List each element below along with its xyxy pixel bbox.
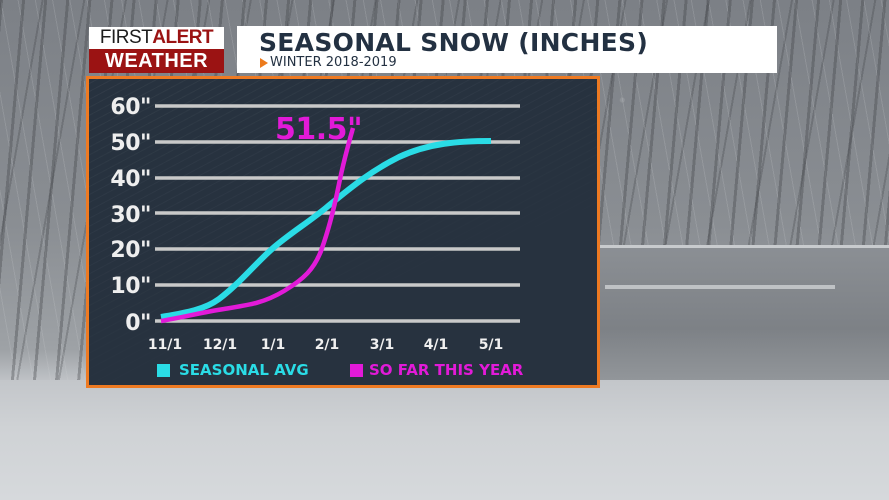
y-tick-label: 50" — [110, 131, 151, 156]
legend-label: SEASONAL AVG — [179, 361, 309, 379]
logo-weather: WEATHER — [89, 49, 224, 73]
x-tick-label: 2/1 — [314, 337, 340, 353]
y-tick-label: 20" — [110, 238, 151, 263]
logo-first: FIRST — [99, 27, 153, 48]
x-tick-label: 3/1 — [369, 337, 395, 353]
y-tick-label: 40" — [110, 167, 151, 192]
roof-edge — [605, 285, 835, 289]
x-tick-label: 11/1 — [147, 337, 183, 353]
legend-item-so-far-this-year: SO FAR THIS YEAR — [350, 361, 523, 379]
chart-title: SEASONAL SNOW (INCHES) — [259, 28, 649, 57]
seasonal-avg-line — [160, 138, 492, 320]
first-alert-weather-logo: FIRST ALERT WEATHER — [89, 27, 224, 74]
total-annotation: 51.5" — [275, 112, 363, 147]
x-tick-label: 5/1 — [478, 337, 504, 353]
snow-field — [0, 380, 889, 500]
legend-label: SO FAR THIS YEAR — [369, 361, 524, 379]
x-tick-label: 12/1 — [202, 337, 238, 353]
legend-item-seasonal-avg: SEASONAL AVG — [157, 361, 309, 379]
line-chart — [155, 104, 520, 324]
y-tick-label: 10" — [110, 274, 151, 299]
snow-covered-roof — [600, 245, 889, 383]
chart-subtitle: WINTER 2018-2019 — [260, 55, 397, 70]
play-triangle-icon — [260, 57, 268, 68]
logo-top-line: FIRST ALERT — [89, 27, 224, 49]
so-far-swatch-icon — [350, 363, 363, 377]
so-far-this-year-line — [160, 127, 356, 324]
chart-panel: 60" 50" 40" 30" 20" 10" 0" 11/1 12/1 1/1… — [86, 76, 600, 388]
x-tick-label: 4/1 — [423, 337, 449, 353]
y-tick-label: 30" — [110, 203, 151, 228]
y-tick-label: 0" — [125, 311, 151, 336]
y-tick-label: 60" — [110, 95, 151, 120]
subtitle-text: WINTER 2018-2019 — [270, 55, 397, 70]
logo-alert: ALERT — [152, 27, 214, 48]
title-banner: SEASONAL SNOW (INCHES) WINTER 2018-2019 — [237, 26, 777, 73]
x-tick-label: 1/1 — [260, 337, 286, 353]
seasonal-avg-swatch-icon — [157, 363, 170, 377]
